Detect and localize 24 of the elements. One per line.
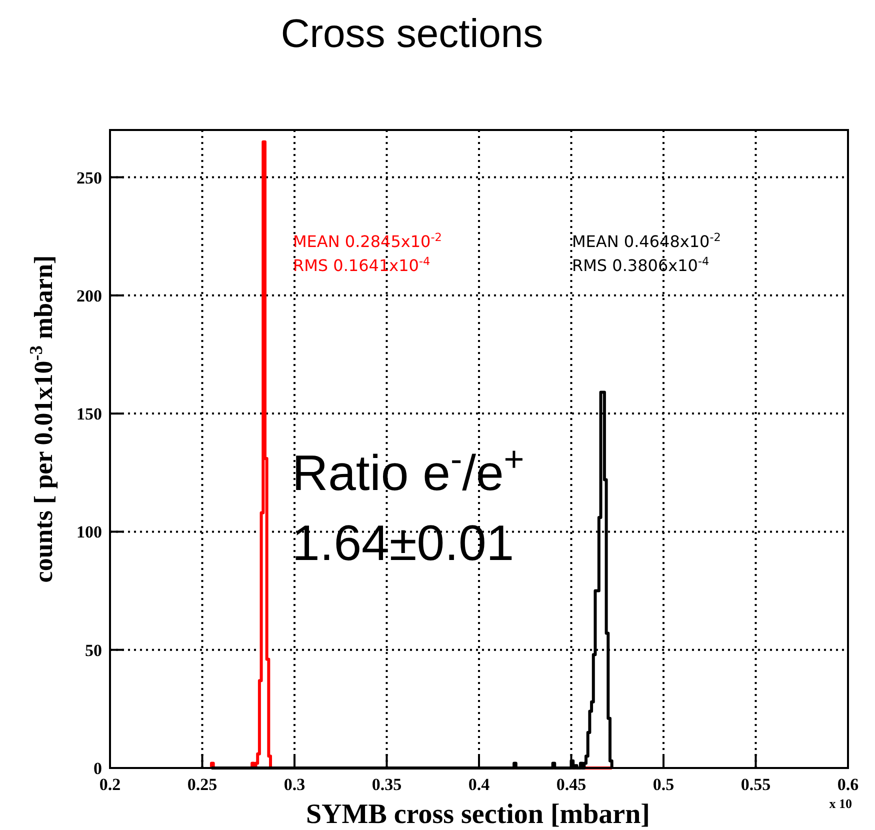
- y-tick-label: 0: [94, 759, 102, 778]
- y-tick-label: 200: [76, 286, 102, 306]
- x-tick-label: 0.3: [284, 775, 306, 794]
- x-tick-label: 0.2: [99, 775, 121, 794]
- annotation: 1.64±0.01: [292, 515, 514, 571]
- x-tick-label: 0.6: [837, 775, 859, 794]
- y-tick-label: 250: [76, 168, 102, 188]
- annotation: MEAN 0.4648x10$^{-2}$: [572, 230, 721, 251]
- y-tick-label: 150: [76, 404, 102, 424]
- chart-title: Cross sections: [280, 12, 544, 56]
- annotation: Ratio e$^{-}$/e$^{+}$: [292, 440, 524, 501]
- x-tick-label: 0.25: [187, 775, 218, 794]
- x-tick-label: 0.5: [652, 775, 674, 794]
- x-tick-label: 0.55: [740, 775, 771, 794]
- y-tick-label: 50: [85, 640, 102, 660]
- x-tick-label: 0.35: [372, 775, 402, 794]
- x-tick-label: 0.45: [556, 775, 586, 794]
- annotation: RMS 0.3806x10$^{-4}$: [572, 254, 710, 275]
- x-tick-label: 0.4: [468, 775, 490, 794]
- y-tick-label: 100: [76, 522, 102, 542]
- x-axis-title: SYMB cross section [mbarn]: [306, 799, 650, 830]
- annotation: MEAN 0.2845x10$^{-2}$: [293, 230, 442, 251]
- text: x 10: [829, 796, 852, 811]
- annotation: RMS 0.1641x10$^{-4}$: [293, 254, 430, 275]
